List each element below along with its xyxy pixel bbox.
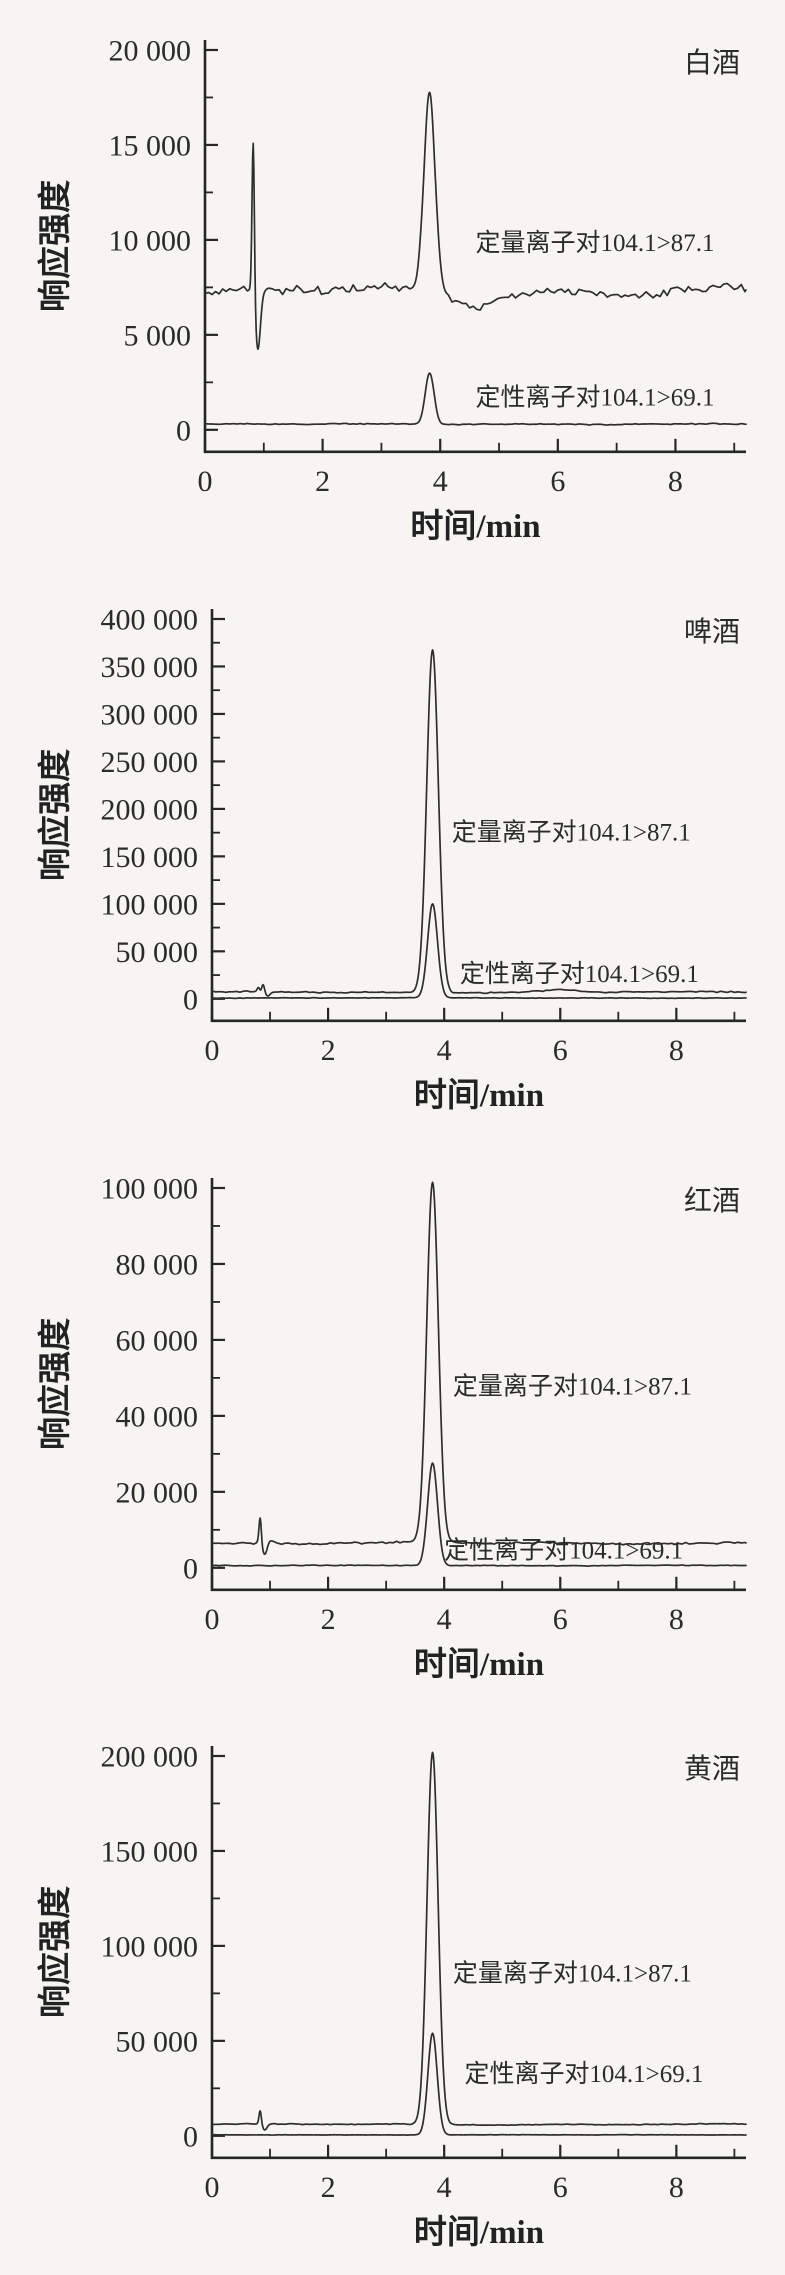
chromatogram-plot-yellow-wine: 0 50 000 100 000 150 000 200 000 0 2 4 6 8 时间/min 响… <box>36 1741 747 2251</box>
x-tick-label: 4 <box>437 2171 452 2204</box>
x-axis-title: 时间/min <box>414 2214 544 2251</box>
chromatogram-plot-baijiu: 0 5 000 10 000 15 000 20 000 0 2 4 6 8 时间/min 响应强度 白… <box>36 34 747 545</box>
panel-yellow-wine: 0 50 000 100 000 150 000 200 000 0 2 4 6 8 时间/min 响… <box>0 1706 785 2275</box>
panel-red-wine: 0 20 000 40 000 60 000 80 000 100 000 0 2 4 6 8 时间/… <box>0 1138 785 1707</box>
x-axis-title: 时间/min <box>410 508 540 545</box>
y-axis-title: 响应强度 <box>36 749 74 881</box>
y-tick-label: 100 000 <box>101 1172 198 1205</box>
x-tick-label: 6 <box>553 1602 568 1635</box>
panel-baijiu: 0 5 000 10 000 15 000 20 000 0 2 4 6 8 时间/min 响应强度 白… <box>0 0 785 569</box>
y-axis-title: 响应强度 <box>36 1317 74 1449</box>
series-label-qualifier: 定性离子对104.1>69.1 <box>476 384 715 412</box>
x-tick-label: 8 <box>669 1602 684 1635</box>
y-tick-label: 10 000 <box>109 224 191 257</box>
y-tick-label: 200 000 <box>101 793 198 826</box>
y-axis-title: 响应强度 <box>36 1886 74 2018</box>
axes <box>210 1746 746 2160</box>
x-tick-label: 8 <box>669 2171 684 2204</box>
x-tick-label: 4 <box>437 1034 452 1067</box>
sample-label: 啤酒 <box>684 616 740 648</box>
chromatogram-plot-red-wine: 0 20 000 40 000 60 000 80 000 100 000 0 2 4 6 8 时间/… <box>36 1172 747 1682</box>
y-tick-label: 80 000 <box>116 1248 198 1281</box>
x-tick-label: 4 <box>433 465 448 498</box>
series-label-qualifier: 定性离子对104.1>69.1 <box>464 2060 703 2088</box>
x-tick-label: 8 <box>669 1034 684 1067</box>
sample-label: 红酒 <box>684 1184 740 1216</box>
panel-beer: 0 50 000 100 000 150 000 200 000 250 000 300 0… <box>0 569 785 1138</box>
series-label-quantifier: 定量离子对104.1>87.1 <box>476 229 715 257</box>
sample-label: 黄酒 <box>684 1753 740 1785</box>
y-tick-label: 400 000 <box>101 603 198 636</box>
y-tick-label: 15 000 <box>109 129 191 162</box>
x-tick-label: 2 <box>321 1602 336 1635</box>
x-tick-label: 6 <box>553 1034 568 1067</box>
y-tick-label: 100 000 <box>101 1931 198 1964</box>
trace-quantifier <box>211 1751 747 2132</box>
y-tick-label: 250 000 <box>101 746 198 779</box>
y-tick-label: 150 000 <box>101 1836 198 1869</box>
x-tick-label: 0 <box>204 2171 219 2204</box>
trace-quantifier <box>211 648 747 997</box>
trace-quantifier <box>211 1181 747 1555</box>
series-label-quantifier: 定量离子对104.1>87.1 <box>452 818 691 846</box>
y-tick-label: 300 000 <box>101 698 198 731</box>
x-axis-title: 时间/min <box>414 1645 544 1682</box>
x-tick-label: 6 <box>550 465 565 498</box>
y-tick-label: 40 000 <box>116 1400 198 1433</box>
chromatogram-plot-beer: 0 50 000 100 000 150 000 200 000 250 000 300 0… <box>36 603 747 1114</box>
y-tick-label: 0 <box>183 983 198 1016</box>
y-tick-label: 50 000 <box>116 2026 198 2059</box>
trace-qualifier <box>211 1461 747 1567</box>
x-tick-label: 0 <box>197 465 212 498</box>
series-label-qualifier: 定性离子对104.1>69.1 <box>444 1536 683 1564</box>
y-tick-label: 5 000 <box>124 319 191 352</box>
y-tick-label: 350 000 <box>101 651 198 684</box>
x-tick-label: 2 <box>321 2171 336 2204</box>
sample-label: 白酒 <box>684 47 740 79</box>
series-label-qualifier: 定性离子对104.1>69.1 <box>460 960 699 988</box>
trace-qualifier <box>204 372 747 426</box>
x-tick-label: 2 <box>315 465 330 498</box>
y-tick-label: 200 000 <box>101 1741 198 1774</box>
x-axis-title: 时间/min <box>414 1077 544 1114</box>
x-tick-label: 0 <box>204 1602 219 1635</box>
y-tick-label: 0 <box>176 414 191 447</box>
y-tick-label: 0 <box>183 2121 198 2154</box>
x-tick-label: 8 <box>668 465 683 498</box>
axes <box>210 608 746 1022</box>
y-tick-label: 0 <box>183 1552 198 1585</box>
x-tick-label: 2 <box>321 1034 336 1067</box>
y-axis-title: 响应强度 <box>36 180 74 312</box>
series-label-quantifier: 定量离子对104.1>87.1 <box>453 1372 692 1400</box>
trace-quantifier <box>204 91 747 351</box>
series-label-quantifier: 定量离子对104.1>87.1 <box>453 1960 692 1988</box>
y-tick-label: 150 000 <box>101 841 198 874</box>
x-tick-label: 0 <box>204 1034 219 1067</box>
x-tick-label: 4 <box>437 1602 452 1635</box>
y-tick-label: 60 000 <box>116 1324 198 1357</box>
x-tick-label: 6 <box>553 2171 568 2204</box>
y-tick-label: 50 000 <box>116 936 198 969</box>
y-tick-label: 20 000 <box>116 1476 198 1509</box>
trace-qualifier <box>211 2032 747 2137</box>
y-tick-label: 20 000 <box>109 34 191 67</box>
y-tick-label: 100 000 <box>101 888 198 921</box>
trace-qualifier <box>211 902 747 1000</box>
